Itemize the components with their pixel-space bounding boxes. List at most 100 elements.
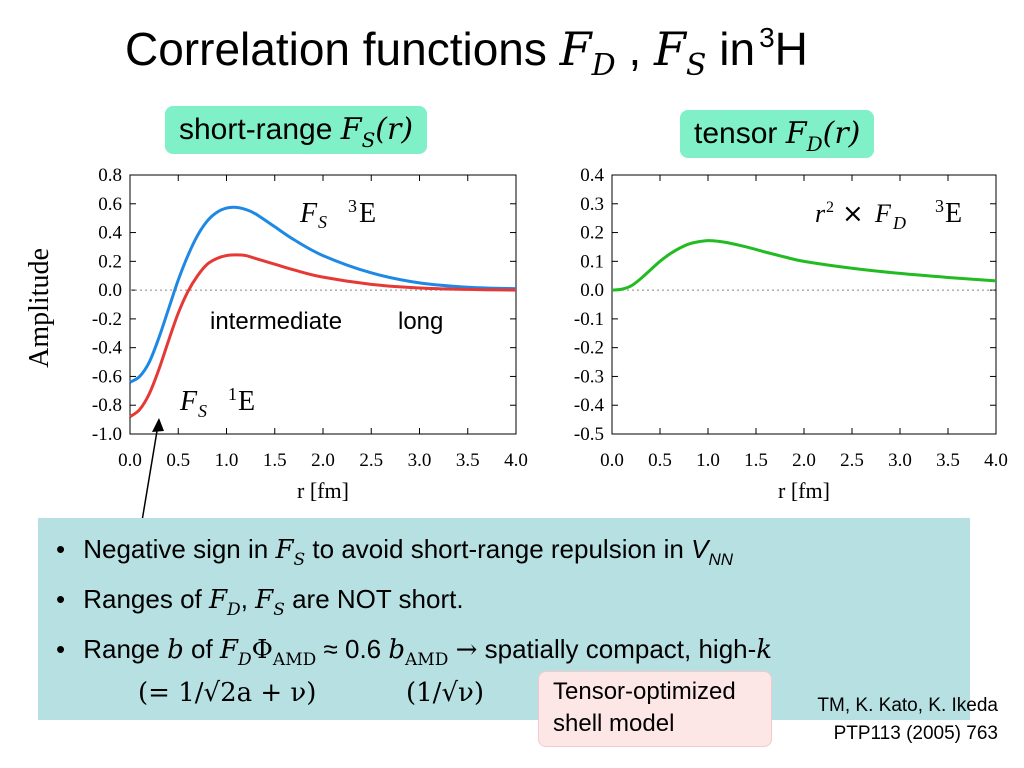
math-sub: D [237,650,252,670]
title-fd-sub: D [591,48,616,83]
x-tick-label: 2.0 [311,450,335,471]
series-line [129,253,517,418]
y-tick-label: 0.0 [98,280,122,301]
bullet-text: Negative sign in [83,534,269,564]
math-f: F [275,535,294,565]
x-tick-label: 3.5 [936,450,960,471]
fd-r: r [815,199,826,228]
fs1-sup: 1 [228,384,237,404]
fs3-label: F [299,198,318,229]
bullet-text: to avoid short-range repulsion in [312,534,684,564]
tosm-box: Tensor-optimized shell model [538,671,772,747]
math-sub: S [273,600,285,620]
y-tick-label: -0.3 [574,366,604,387]
x-tick-label: 0.5 [648,450,672,471]
short-range-func: F [340,112,362,147]
tensor-label: tensor FD(r) [680,110,875,158]
reference-journal: PTP113 (2005) 763 [833,723,998,744]
x-tick-label: 3.5 [456,450,480,471]
pointer-arrow [139,424,159,534]
math-b: b [167,635,184,665]
math-v: V [691,534,709,564]
x-axis-label: r [fm] [778,478,830,503]
reference-authors: TM, K. Kato, K. Ikeda [817,695,998,716]
formula-left: (= 1/√2a + ν) [138,678,317,708]
bullet-text: of [190,634,213,664]
math-phi: Φ [251,635,273,665]
y-tick-label: 0.4 [98,223,122,244]
x-tick-label: 4.0 [984,450,1008,471]
y-tick-label: 0.8 [98,165,122,186]
bullet-negative-sign: • Negative sign in FS to avoid short-ran… [56,534,733,570]
math-sub: NN [708,550,733,569]
x-tick-label: 3.0 [408,450,432,471]
short-range-text: short-range [179,113,333,146]
fd-sub: D [892,213,906,233]
x-tick-label: 0.0 [600,450,624,471]
title-fs: F [654,22,686,76]
fd-sup: 3 [935,196,944,216]
math-f: F [209,585,228,615]
bullet-range-b: • Range b of FDΦAMD ≈ 0.6 bAMD → spatial… [56,634,772,670]
fs1-state: E [238,386,255,417]
tensor-func-sub: D [806,132,823,156]
bullet-dot: • [56,634,66,664]
x-tick-label: 2.0 [792,450,816,471]
math-k: k [756,635,773,665]
reference: TM, K. Kato, K. Ikeda PTP113 (2005) 763 [780,692,998,748]
fs1-label: F [179,386,198,417]
y-tick-label: -0.4 [574,395,605,416]
tosm-line2: shell model [553,710,675,737]
title-fd: F [559,22,592,76]
y-tick-label: 0.3 [580,194,604,215]
short-range-arg: (r) [375,112,414,147]
tosm-line1: Tensor-optimized [553,678,736,705]
y-tick-label: 0.6 [98,194,122,215]
fd-r-sup: 2 [826,199,834,216]
fd-times: × [842,199,864,229]
title-fs-sub: S [685,48,707,83]
bullet-dot: • [56,534,66,564]
fs3-sup: 3 [348,196,357,216]
short-range-func-sub: S [361,128,376,152]
y-tick-label: -0.2 [574,338,604,359]
x-tick-label: 0.5 [166,450,190,471]
slide-title: Correlation functions FD , FS in 3H [125,22,808,83]
y-tick-label: -1.0 [92,424,122,445]
notes-box: • Negative sign in FS to avoid short-ran… [38,518,970,720]
x-tick-label: 1.5 [263,450,287,471]
x-tick-label: 2.5 [359,450,383,471]
short-range-chart: 0.8 0.6 0.4 0.2 0.0 -0.2 -0.4 -0.6 -0.8 -1.0 0.0 0.… [24,165,528,503]
series-line [611,239,997,292]
math-comma: , [240,584,248,614]
math-approx: ≈ 0.6 [323,634,382,664]
x-axis-label: r [fm] [297,478,349,503]
y-tick-label: -0.1 [574,309,604,330]
short-range-label: short-range FS(r) [165,106,428,154]
y-tick-label: 0.2 [98,251,122,272]
x-tick-label: 4.0 [504,450,528,471]
series-line [129,205,517,384]
math-sub: D [227,600,241,620]
y-tick-label: 0.1 [580,251,604,272]
x-tick-label: 3.0 [888,450,912,471]
title-nucleus: H [774,23,808,75]
bullet-text: Range [83,634,160,664]
fd-state: E [945,198,962,229]
y-tick-label: -0.8 [92,395,122,416]
bullet-text: spatially compact, high- [484,634,757,664]
bullet-text: are NOT short. [292,584,464,614]
bullet-dot: • [56,584,66,614]
title-text: Correlation functions [125,23,547,75]
title-in: in [719,23,756,75]
y-tick-label: -0.4 [92,338,123,359]
tensor-chart: 0.4 0.3 0.2 0.1 0.0 -0.1 -0.2 -0.3 -0.4 -0.5 0.0 0.… [574,165,1008,503]
title-sep: , [628,23,642,75]
fs3-state: E [359,198,376,229]
math-f: F [255,585,274,615]
bullet-ranges: • Ranges of FD, FS are NOT short. [56,584,464,620]
region-long: long [398,308,443,335]
y-axis-label: Amplitude [24,248,55,368]
fs1-sub: S [198,401,207,421]
